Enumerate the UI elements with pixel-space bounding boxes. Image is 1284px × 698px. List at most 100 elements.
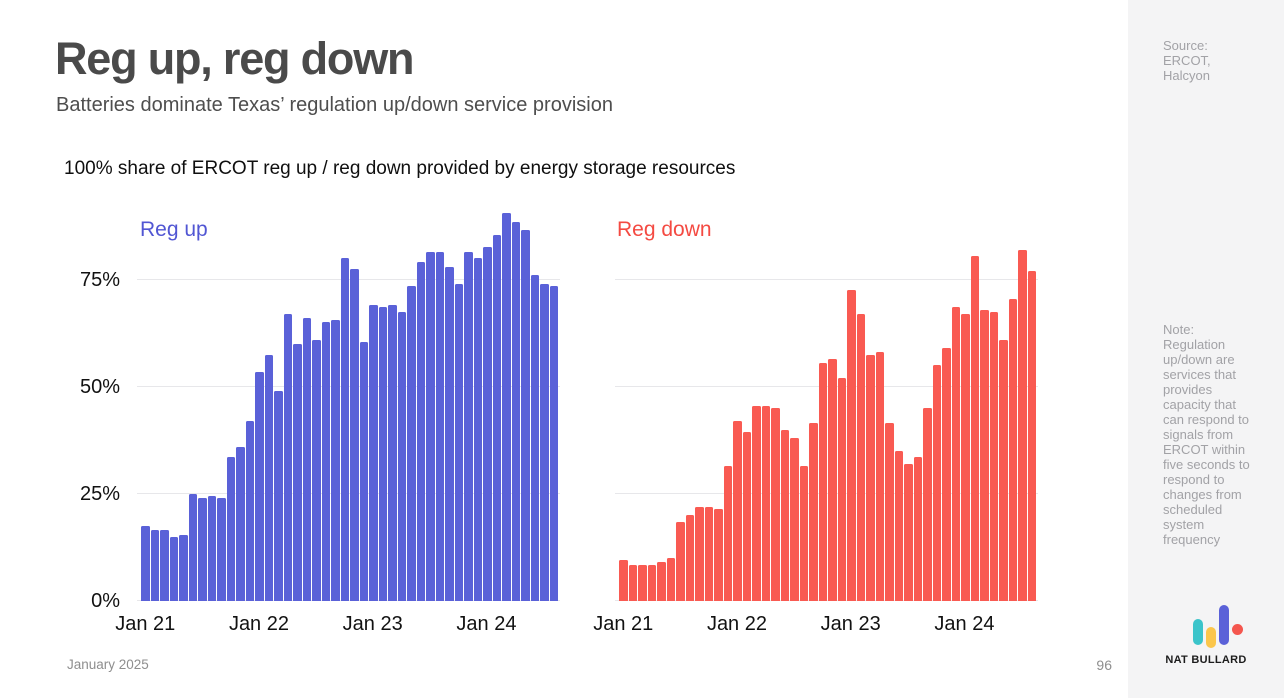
bar: [198, 498, 207, 601]
bar: [999, 339, 1008, 601]
bar: [549, 286, 558, 601]
bar: [828, 358, 837, 601]
bar: [904, 463, 913, 601]
bar-series-reg-up: [141, 211, 558, 601]
bar: [885, 423, 894, 601]
bar: [780, 429, 789, 601]
bar: [837, 378, 846, 601]
subtitle: Batteries dominate Texas’ regulation up/…: [56, 94, 613, 116]
bar: [378, 307, 387, 601]
bar: [989, 311, 998, 601]
bar: [293, 343, 302, 601]
bar: [492, 234, 501, 601]
x-tick-label: Jan 22: [706, 613, 767, 635]
bar: [264, 354, 273, 601]
bar: [340, 258, 349, 601]
legend-reg-up: Reg up: [140, 218, 208, 241]
bar: [818, 363, 827, 601]
bar: [1018, 249, 1027, 601]
x-tick-label: Jan 24: [456, 613, 517, 635]
bar: [628, 564, 637, 601]
bar: [847, 290, 856, 601]
bar: [150, 530, 159, 601]
bar: [283, 313, 292, 601]
source-note: Source: ERCOT, Halcyon: [1163, 38, 1211, 83]
bar: [426, 251, 435, 601]
brand-name: NAT BULLARD: [1165, 654, 1247, 666]
bar: [970, 256, 979, 601]
y-tick-label: 25%: [79, 482, 120, 505]
bar: [350, 268, 359, 601]
chart-reg-down: [615, 211, 1038, 601]
bar: [685, 515, 694, 601]
bar: [809, 423, 818, 601]
x-axis-labels-reg-down: Jan 21 Jan 22 Jan 23 Jan 24: [593, 613, 1036, 641]
bar: [435, 251, 444, 601]
page-number: 96: [1096, 657, 1112, 673]
bar: [483, 247, 492, 601]
bar: [388, 305, 397, 601]
y-tick-label: 50%: [79, 375, 120, 398]
bar: [169, 536, 178, 601]
logo-teal-bar: [1193, 619, 1203, 645]
bar: [932, 365, 941, 601]
bar: [502, 213, 511, 601]
bar: [160, 530, 169, 601]
bar: [407, 286, 416, 601]
sidebar: Source: ERCOT, Halcyon Note: Regulation …: [1128, 0, 1284, 698]
bar: [369, 305, 378, 601]
bar: [1008, 298, 1017, 601]
x-tick-label: Jan 23: [342, 613, 403, 635]
bar: [521, 230, 530, 601]
bar: [647, 564, 656, 601]
bar: [454, 283, 463, 601]
bar: [913, 457, 922, 601]
bar: [742, 431, 751, 601]
bar: [714, 508, 723, 601]
bar: [464, 251, 473, 601]
bar: [416, 262, 425, 601]
bar: [226, 457, 235, 601]
bar: [236, 446, 245, 601]
x-tick-label: Jan 23: [820, 613, 881, 635]
chart-heading: 100% share of ERCOT reg up / reg down pr…: [64, 158, 736, 179]
bar: [676, 521, 685, 601]
y-tick-label: 0%: [91, 590, 120, 612]
x-tick-label: Jan 22: [228, 613, 289, 635]
bar: [255, 371, 264, 601]
bar: [942, 348, 951, 601]
page-title: Reg up, reg down: [55, 33, 414, 84]
bar: [179, 534, 188, 601]
bar: [666, 558, 675, 601]
bar: [657, 562, 666, 601]
bar: [619, 560, 628, 601]
bar-series-reg-down: [619, 211, 1036, 601]
logo-red-dot: [1232, 624, 1243, 635]
bar: [771, 408, 780, 601]
legend-reg-down: Reg down: [617, 218, 712, 241]
bar: [980, 309, 989, 601]
bar: [799, 466, 808, 601]
bar: [894, 451, 903, 601]
bar: [274, 391, 283, 601]
y-axis-labels: 0% 25% 50% 75%: [50, 0, 120, 698]
bar: [752, 406, 761, 601]
logo-yellow-bar: [1206, 627, 1216, 648]
bar: [638, 564, 647, 601]
bar: [217, 498, 226, 601]
bar: [312, 339, 321, 601]
bar: [511, 221, 520, 601]
nat-bullard-logo-icon: [1193, 603, 1245, 648]
bar: [761, 406, 770, 601]
bar: [695, 506, 704, 601]
bar: [207, 496, 216, 601]
bar: [321, 322, 330, 601]
bar: [961, 313, 970, 601]
bar: [1027, 271, 1036, 601]
bar: [723, 466, 732, 601]
x-axis-labels-reg-up: Jan 21 Jan 22 Jan 23 Jan 24: [115, 613, 558, 641]
bar: [359, 341, 368, 601]
bar: [530, 275, 539, 601]
bar: [397, 311, 406, 601]
